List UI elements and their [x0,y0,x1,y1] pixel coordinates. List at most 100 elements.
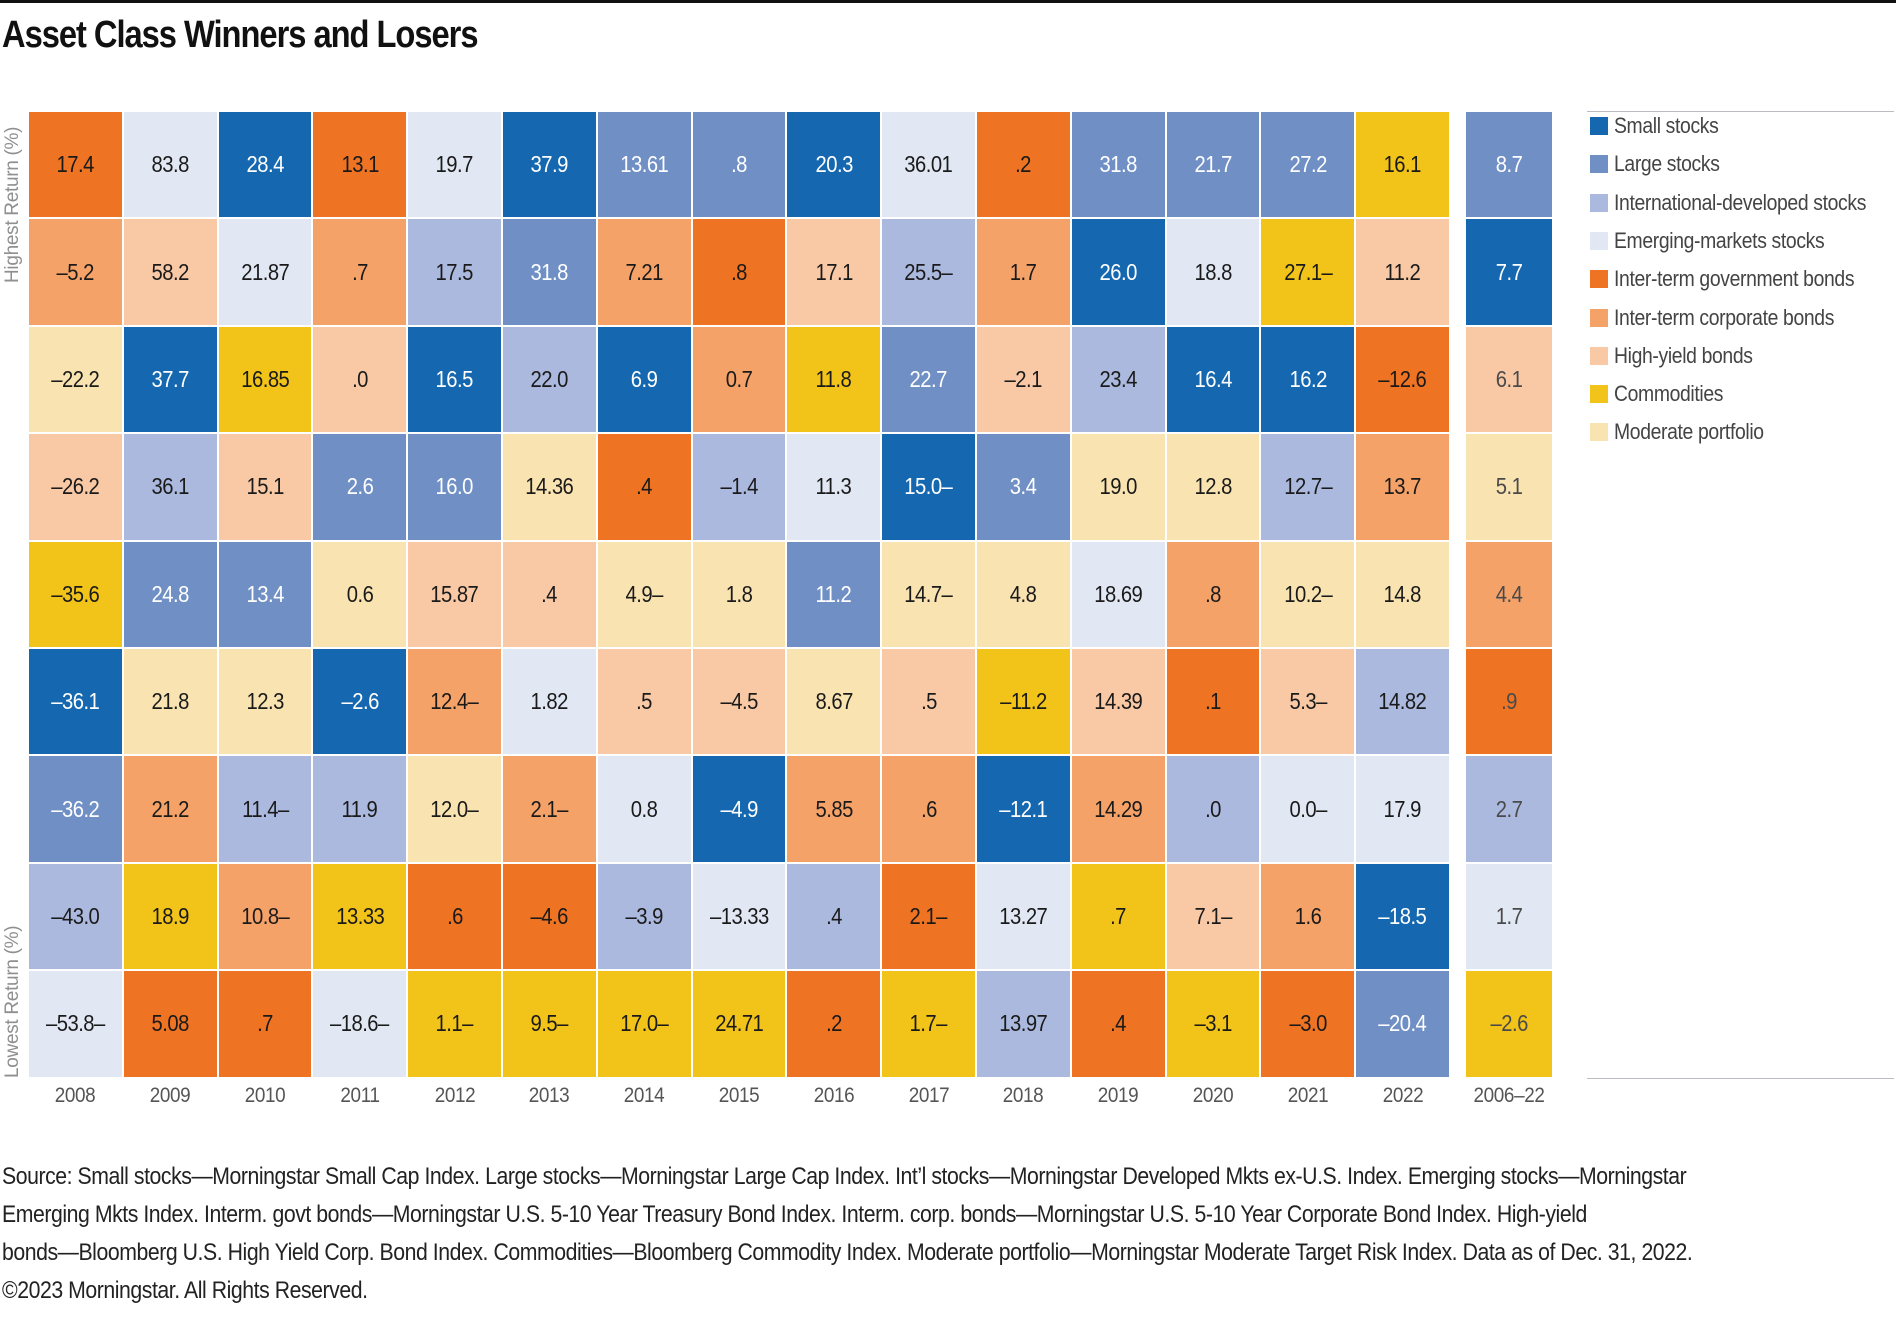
cell-value: .8 [1205,580,1221,607]
year-tick-label: 2010 [244,1083,286,1107]
cell-value: 13.1 [341,151,379,178]
cell-value: 36.1 [151,473,190,500]
cell-value: 16.4 [1194,365,1232,392]
return-cell: 13.7 [1355,433,1450,541]
cell-value: 17.4 [56,151,95,178]
return-cell: 12.3 [217,648,313,756]
cell-value: 19.0 [1099,473,1138,500]
cell-value: 13.7 [1383,473,1422,500]
cell-value: 14.39 [1094,688,1143,715]
year-tick-label: 2011 [340,1083,380,1107]
cell-value: 15.87 [430,580,480,607]
return-cell: .8 [691,218,787,326]
return-cell: 21.87 [217,218,313,326]
cell-value: 5.85 [815,795,853,822]
legend-label: Commodities [1614,381,1724,407]
return-cell: .8 [691,111,787,219]
cell-value: 18.8 [1194,258,1232,285]
return-cell: –11.2 [976,648,1071,756]
return-cell: 31.8 [1070,111,1166,219]
cell-value: –35.6 [51,580,100,607]
cell-value: –18.6– [330,1010,390,1037]
cell-value: 24.71 [714,1010,764,1037]
cell-value: 1.82 [530,688,569,715]
top-rule [0,0,1896,3]
return-cell: .5 [881,648,976,756]
cell-value: 31.8 [530,258,569,285]
year-tick-label: 2008 [55,1083,96,1107]
cell-value: –20.4 [1378,1010,1428,1037]
summary-cell: –2.6 [1465,970,1553,1078]
return-cell: 15.1 [217,433,313,541]
return-cell: 22.7 [881,325,976,434]
return-cell: 13.33 [312,862,408,971]
cell-value: 17.5 [435,258,474,285]
return-cell: 24.8 [122,540,218,648]
return-cell: 27.2 [1260,111,1356,219]
legend-item: Moderate portfolio [1590,419,1784,445]
cell-value: 5.08 [151,1010,190,1037]
cell-value: 12.8 [1194,473,1232,500]
return-cell: 58.2 [122,218,218,326]
cell-value: .0 [1205,795,1221,822]
legend-swatch [1590,193,1608,212]
cell-value: 2.7 [1495,795,1523,822]
legend-item: Commodities [1590,381,1738,407]
return-cell: –4.6 [502,862,597,971]
return-cell: 0.6 [312,540,408,648]
cell-value: 0.7 [725,365,753,392]
return-cell: –18.6– [312,970,408,1078]
return-cell: 83.8 [122,111,218,219]
cell-value: –1.4 [720,473,758,500]
return-cell: 27.1– [1260,218,1356,326]
cell-value: –2.6 [341,688,379,715]
return-cell: –2.1 [976,325,1071,434]
return-cell: –3.0 [1260,970,1356,1078]
summary-cell: 5.1 [1465,433,1553,541]
cell-value: .4 [1110,1010,1127,1037]
year-tick-label: 2017 [908,1083,949,1107]
return-cell: 11.2 [1355,218,1450,326]
cell-value: .6 [920,795,937,822]
return-cell: 36.01 [881,111,976,219]
cell-value: 1.7 [1010,258,1037,285]
legend-item: Inter-term government bonds [1590,266,1887,292]
cell-value: 28.4 [246,151,284,178]
cell-value: 8.7 [1495,151,1523,178]
cell-value: 58.2 [151,258,190,285]
cell-value: 37.9 [530,151,569,178]
return-cell: 1.6 [1260,862,1356,971]
return-cell: .7 [217,970,313,1078]
year-tick-label: 2018 [1003,1083,1044,1107]
return-cell: –35.6 [28,540,123,648]
legend-label: International-developed stocks [1614,189,1867,215]
cell-value: .7 [351,258,368,285]
cell-value: –3.9 [625,902,664,929]
cell-value: –53.8– [46,1010,105,1037]
return-cell: 10.8– [217,862,313,971]
return-cell: 17.9 [1355,755,1450,863]
cell-value: 12.4– [430,688,480,715]
year-tick-label: 2020 [1192,1083,1234,1107]
cell-value: 17.9 [1383,795,1422,822]
legend-label: Small stocks [1614,113,1719,138]
cell-value: 14.36 [525,473,574,500]
return-cell: –12.1 [976,755,1071,863]
summary-cell: 8.7 [1465,111,1553,219]
legend-swatch [1590,423,1608,442]
return-cell: 1.8 [691,540,787,648]
return-cell: 15.87 [407,540,502,648]
return-cell: 1.82 [502,648,597,756]
return-cell: 13.1 [312,111,408,219]
cell-value: –3.0 [1289,1010,1327,1037]
cell-value: 36.01 [904,151,954,178]
cell-value: 11.3 [815,473,852,500]
cell-value: –4.9 [720,795,758,822]
legend-label: High-yield bonds [1614,342,1753,368]
return-cell: –36.1 [28,648,123,756]
return-cell: .1 [1165,648,1261,756]
cell-value: .7 [1110,902,1127,929]
return-cell: 21.7 [1165,111,1261,219]
cell-value: 3.4 [1010,473,1037,500]
source-footnote: Source: Small stocks—Morningstar Small C… [2,1158,1896,1310]
